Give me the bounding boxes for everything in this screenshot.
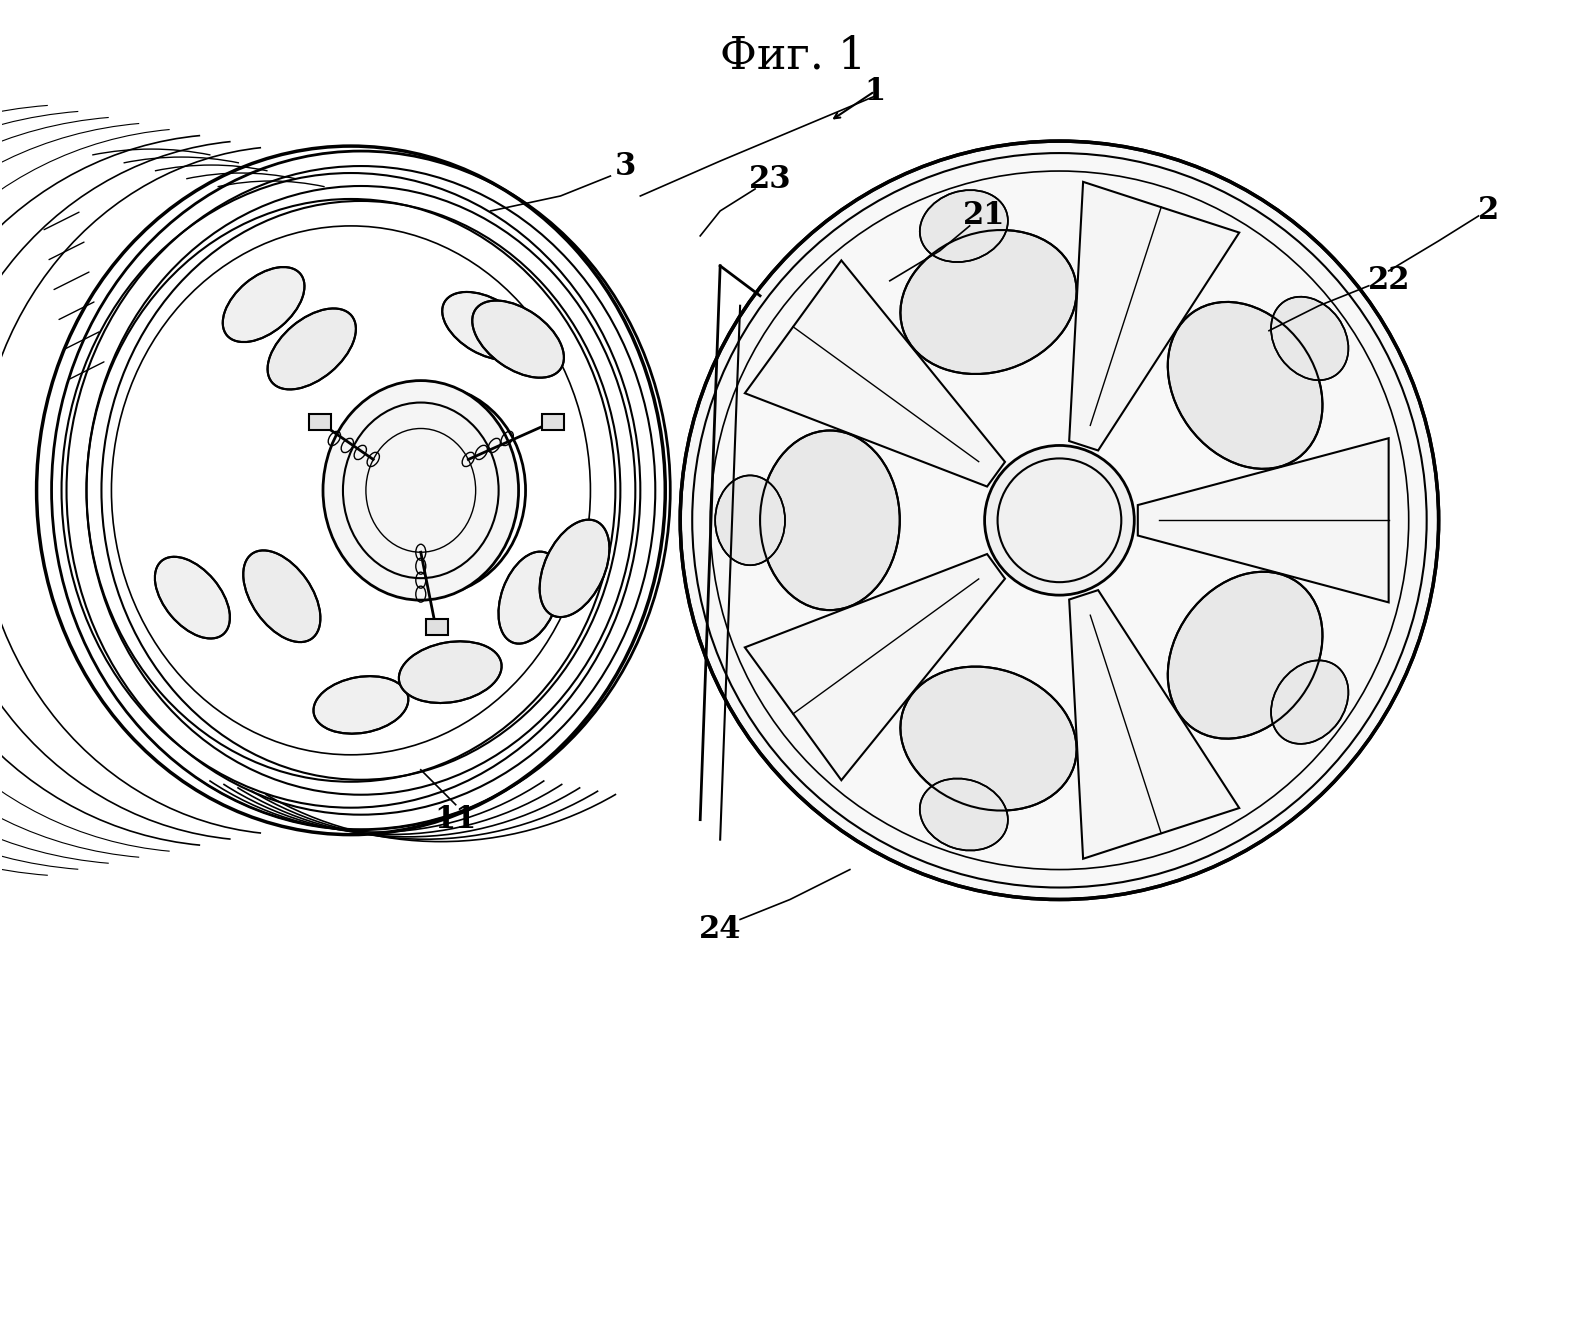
FancyBboxPatch shape <box>542 414 565 430</box>
Ellipse shape <box>920 778 1007 851</box>
Text: 11: 11 <box>435 804 477 835</box>
Polygon shape <box>1137 438 1389 602</box>
Ellipse shape <box>715 475 785 565</box>
Ellipse shape <box>920 191 1007 262</box>
Ellipse shape <box>901 230 1077 374</box>
Ellipse shape <box>314 676 408 734</box>
Text: 23: 23 <box>749 164 791 194</box>
Text: 22: 22 <box>1367 266 1410 296</box>
Polygon shape <box>745 554 1006 781</box>
Ellipse shape <box>473 300 565 377</box>
Polygon shape <box>745 261 1006 487</box>
Ellipse shape <box>398 642 501 703</box>
Ellipse shape <box>498 552 560 644</box>
Ellipse shape <box>268 308 355 389</box>
Ellipse shape <box>1167 572 1323 738</box>
Ellipse shape <box>985 446 1134 595</box>
Ellipse shape <box>539 520 609 617</box>
Text: 21: 21 <box>963 201 1006 232</box>
Text: 2: 2 <box>1478 196 1499 226</box>
Ellipse shape <box>760 430 899 610</box>
FancyBboxPatch shape <box>425 619 447 635</box>
Text: 3: 3 <box>615 151 636 181</box>
Polygon shape <box>1069 590 1239 859</box>
Ellipse shape <box>324 381 519 601</box>
Ellipse shape <box>243 550 320 642</box>
Ellipse shape <box>222 267 305 343</box>
Ellipse shape <box>1270 660 1348 744</box>
Ellipse shape <box>1270 296 1348 380</box>
Text: Фиг. 1: Фиг. 1 <box>720 34 866 78</box>
Ellipse shape <box>680 142 1439 900</box>
Ellipse shape <box>155 557 230 639</box>
Text: 1: 1 <box>864 75 885 107</box>
Polygon shape <box>1069 181 1239 450</box>
FancyBboxPatch shape <box>309 414 331 430</box>
Text: 24: 24 <box>699 914 741 945</box>
Ellipse shape <box>901 667 1077 811</box>
Ellipse shape <box>442 292 530 360</box>
Ellipse shape <box>1167 302 1323 468</box>
